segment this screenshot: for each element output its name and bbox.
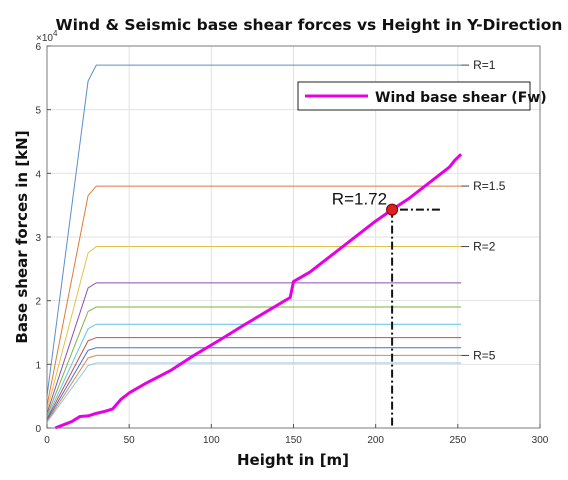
x-tick-label: 100	[203, 435, 220, 446]
chart-title: Wind & Seismic base shear forces vs Heig…	[56, 16, 563, 34]
seismic-line-1	[46, 64, 462, 397]
y-axis-label: Base shear forces in [kN]	[13, 130, 31, 343]
x-tick-label: 250	[449, 435, 466, 446]
seismic-line-4	[46, 282, 462, 414]
y-multiplier-base: ×10	[36, 33, 53, 44]
y-tick-label: 0	[35, 424, 41, 435]
wind-base-shear-line	[54, 153, 463, 430]
y-tick-label: 3	[35, 233, 41, 244]
y-tick-label: 4	[35, 169, 41, 180]
series-label-1: R=1	[473, 58, 496, 72]
seismic-line-10	[46, 362, 462, 423]
y-tick-label: 2	[35, 297, 41, 308]
legend-label: Wind base shear (Fw)	[375, 90, 547, 106]
intersection-marker	[386, 203, 399, 216]
y-tick-label: 1	[35, 360, 41, 371]
seismic-line-6	[46, 323, 462, 419]
x-tick-label: 50	[124, 435, 136, 446]
seismic-series-group: R=1 R=1.5 R=2 R=5	[46, 58, 506, 423]
seismic-line-2	[46, 185, 462, 406]
seismic-line-3	[46, 246, 462, 411]
seismic-line-8	[46, 347, 462, 421]
x-axis-label: Height in [m]	[237, 451, 349, 469]
series-label-2: R=1.5	[473, 179, 506, 193]
x-tick-label: 200	[367, 435, 384, 446]
x-tick-label: 300	[532, 435, 549, 446]
series-label-3: R=2	[473, 240, 496, 254]
x-tick-labels: 0 50 100 150 200 250 300	[44, 424, 549, 446]
wind-series-group	[54, 153, 463, 430]
y-tick-label: 5	[35, 106, 41, 117]
seismic-line-7	[46, 337, 462, 420]
annotation-group: R=1.72	[332, 190, 440, 428]
y-tick-label: 6	[35, 42, 41, 53]
seismic-line-9	[46, 354, 462, 422]
marker-label: R=1.72	[332, 190, 387, 209]
y-multiplier-label: ×104	[36, 29, 58, 44]
legend: Wind base shear (Fw)	[297, 81, 547, 111]
series-label-9: R=5	[473, 348, 496, 362]
x-tick-label: 150	[285, 435, 302, 446]
x-tick-label: 0	[44, 435, 50, 446]
y-multiplier-exponent: 4	[53, 29, 58, 38]
y-tick-labels: 0 1 2 3 4 5 6	[35, 42, 51, 435]
seismic-line-5	[46, 306, 462, 417]
